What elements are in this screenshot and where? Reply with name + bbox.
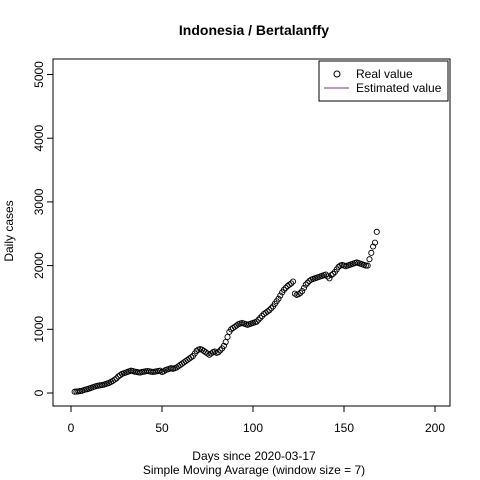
y-tick-label: 5000 [32, 61, 46, 88]
chart-title: Indonesia / Bertalanffy [179, 22, 329, 38]
data-point [326, 275, 333, 282]
chart-subtitle: Simple Moving Avarage (window size = 7) [143, 463, 365, 477]
x-axis: 0 50 100 150 200 [68, 405, 445, 435]
data-point [300, 284, 308, 291]
data-point [255, 316, 262, 323]
data-point [264, 308, 271, 315]
data-point [289, 278, 297, 285]
data-point [299, 288, 306, 295]
data-point [373, 228, 380, 235]
y-tick-label: 0 [32, 389, 46, 396]
data-point [224, 333, 231, 340]
x-tick-label: 150 [334, 421, 354, 435]
data-point [335, 263, 342, 270]
x-tick-label: 50 [155, 421, 169, 435]
data-point [222, 338, 229, 346]
data-point [304, 279, 311, 286]
y-tick-label: 4000 [32, 125, 46, 152]
legend-estimated-label: Estimated value [356, 81, 442, 95]
data-point [277, 292, 284, 299]
data-point [364, 262, 371, 269]
data-point [324, 273, 331, 280]
data-point [188, 354, 195, 361]
data-point [362, 262, 369, 269]
data-point [266, 307, 273, 314]
y-axis-label: Daily cases [2, 200, 16, 261]
data-point [253, 318, 260, 325]
legend-real-marker [333, 70, 341, 78]
data-point [259, 312, 266, 319]
data-point [113, 375, 120, 382]
legend-real-label: Real value [356, 67, 413, 81]
data-point [160, 368, 167, 375]
data-point [280, 286, 287, 293]
data-point [297, 289, 304, 297]
data-point [302, 281, 309, 288]
data-point [282, 284, 289, 291]
data-point [275, 295, 282, 302]
data-point [366, 256, 373, 263]
data-point [328, 272, 335, 279]
legend: Real value Estimated value [318, 60, 449, 102]
data-point [368, 249, 375, 256]
y-tick-label: 2000 [32, 252, 46, 279]
x-tick-label: 0 [68, 421, 75, 435]
data-point [117, 372, 124, 379]
data-point [257, 314, 264, 321]
data-point [204, 350, 211, 357]
y-tick-label: 3000 [32, 188, 46, 215]
data-point [370, 243, 377, 250]
data-point [306, 277, 313, 284]
y-axis: 0 1000 2000 3000 4000 5000 [32, 61, 54, 396]
x-axis-label: Days since 2020-03-17 [192, 449, 316, 463]
y-tick-label: 1000 [32, 316, 46, 343]
data-point [371, 239, 378, 246]
data-point [215, 349, 222, 356]
x-tick-label: 100 [243, 421, 263, 435]
data-point [268, 305, 275, 312]
data-point [233, 322, 240, 329]
data-point [330, 270, 337, 277]
legend-box [318, 60, 449, 102]
data-point [286, 281, 293, 288]
x-tick-label: 200 [425, 421, 445, 435]
data-point [111, 376, 118, 383]
data-point [211, 348, 218, 355]
data-point [288, 280, 295, 287]
data-points [71, 228, 380, 395]
data-point [217, 347, 224, 354]
data-point [193, 347, 200, 355]
data-point [295, 291, 302, 298]
data-point [220, 342, 227, 349]
